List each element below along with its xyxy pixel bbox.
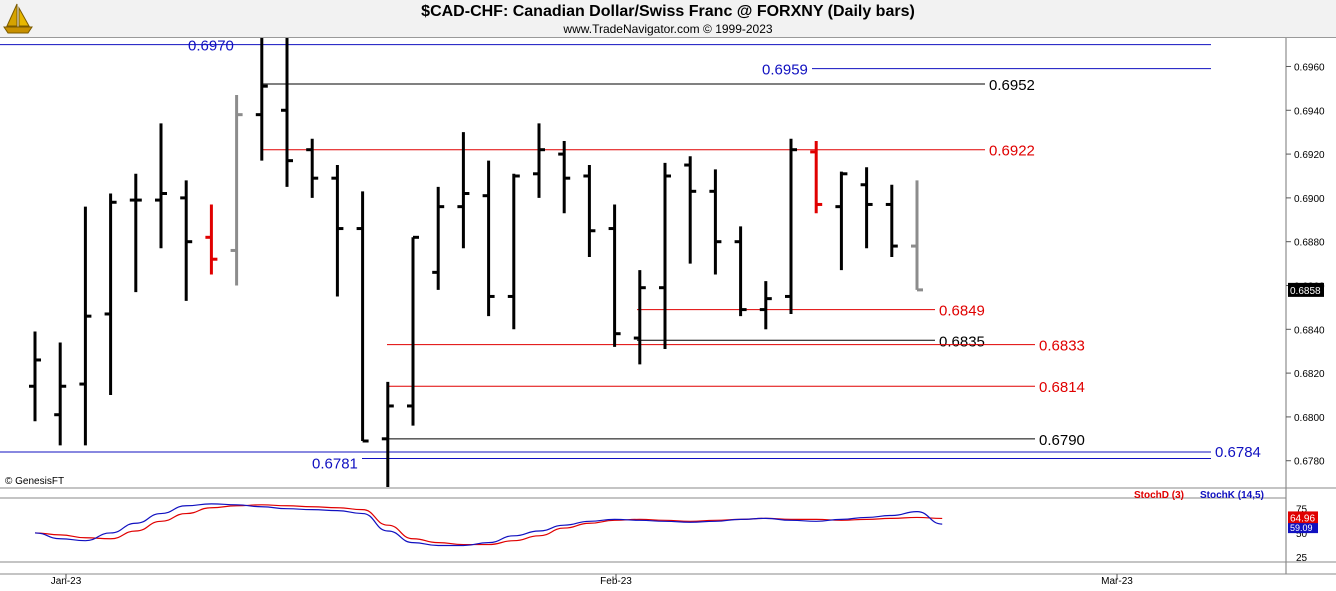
price-tick-label: 0.6900 (1294, 194, 1325, 205)
stoch-d-value: 64.96 (1290, 513, 1315, 524)
price-tick-label: 0.6960 (1294, 62, 1325, 73)
copyright-label: © GenesisFT (5, 476, 64, 487)
price-tick-label: 0.6780 (1294, 457, 1325, 468)
level-label: 0.6970 (188, 38, 234, 55)
stoch-k-value-badge (1288, 523, 1318, 534)
last-price-badge-text: 0.6858 (1290, 286, 1321, 297)
ohlc-bars (29, 38, 923, 487)
stoch-d-line (34, 504, 943, 546)
chart-title: $CAD-CHF: Canadian Dollar/Swiss Franc @ … (421, 3, 915, 20)
stoch-tick-label: 50 (1296, 529, 1308, 540)
level-label: 0.6784 (1215, 444, 1261, 461)
level-label: 0.6833 (1039, 338, 1085, 355)
date-tick-label: Jan-23 (51, 576, 82, 587)
price-tick-label: 0.6800 (1294, 413, 1325, 424)
price-tick-label: 0.6940 (1294, 106, 1325, 117)
last-price-badge (1288, 282, 1324, 297)
chart-header: $CAD-CHF: Canadian Dollar/Swiss Franc @ … (0, 0, 1336, 38)
stoch-k-line (34, 503, 943, 547)
level-label: 0.6790 (1039, 432, 1085, 449)
date-tick-label: Mar-23 (1101, 576, 1133, 587)
price-tick-label: 0.6920 (1294, 150, 1325, 161)
level-label: 0.6959 (762, 62, 808, 79)
chart-subtitle: www.TradeNavigator.com © 1999-2023 (563, 22, 773, 36)
date-tick-label: Feb-23 (600, 576, 632, 587)
support-resistance-levels: 0.6970 0.6959 0.6952 0.6922 0.6849 0.6835 0.68… (0, 38, 1261, 473)
stoch-d-value-badge (1288, 511, 1318, 525)
level-label: 0.6781 (312, 456, 358, 473)
level-label: 0.6814 (1039, 379, 1085, 396)
price-tick-label: 0.6820 (1294, 369, 1325, 380)
stoch-tick-label: 25 (1296, 553, 1308, 564)
stoch-legend-d: StochD (3) (1134, 490, 1184, 501)
price-badges: 0.6858 (1288, 282, 1324, 297)
level-label: 0.6835 (939, 333, 985, 350)
price-axis: 0.67800.68000.68200.68400.68600.68800.69… (1286, 62, 1325, 468)
stoch-legend-k: StochK (14,5) (1200, 490, 1264, 501)
stoch-tick-label: 75 (1296, 505, 1308, 516)
price-tick-label: 0.6880 (1294, 238, 1325, 249)
level-label: 0.6952 (989, 77, 1035, 94)
sailboat-logo-icon (2, 2, 34, 34)
date-axis: Jan-23 Feb-23 Mar-23 (51, 574, 1133, 587)
price-tick-label: 0.6840 (1294, 325, 1325, 336)
chart-frames (0, 38, 1336, 575)
level-label: 0.6849 (939, 303, 985, 320)
stoch-k-value: 59.09 (1290, 523, 1313, 533)
level-label: 0.6922 (989, 143, 1035, 160)
